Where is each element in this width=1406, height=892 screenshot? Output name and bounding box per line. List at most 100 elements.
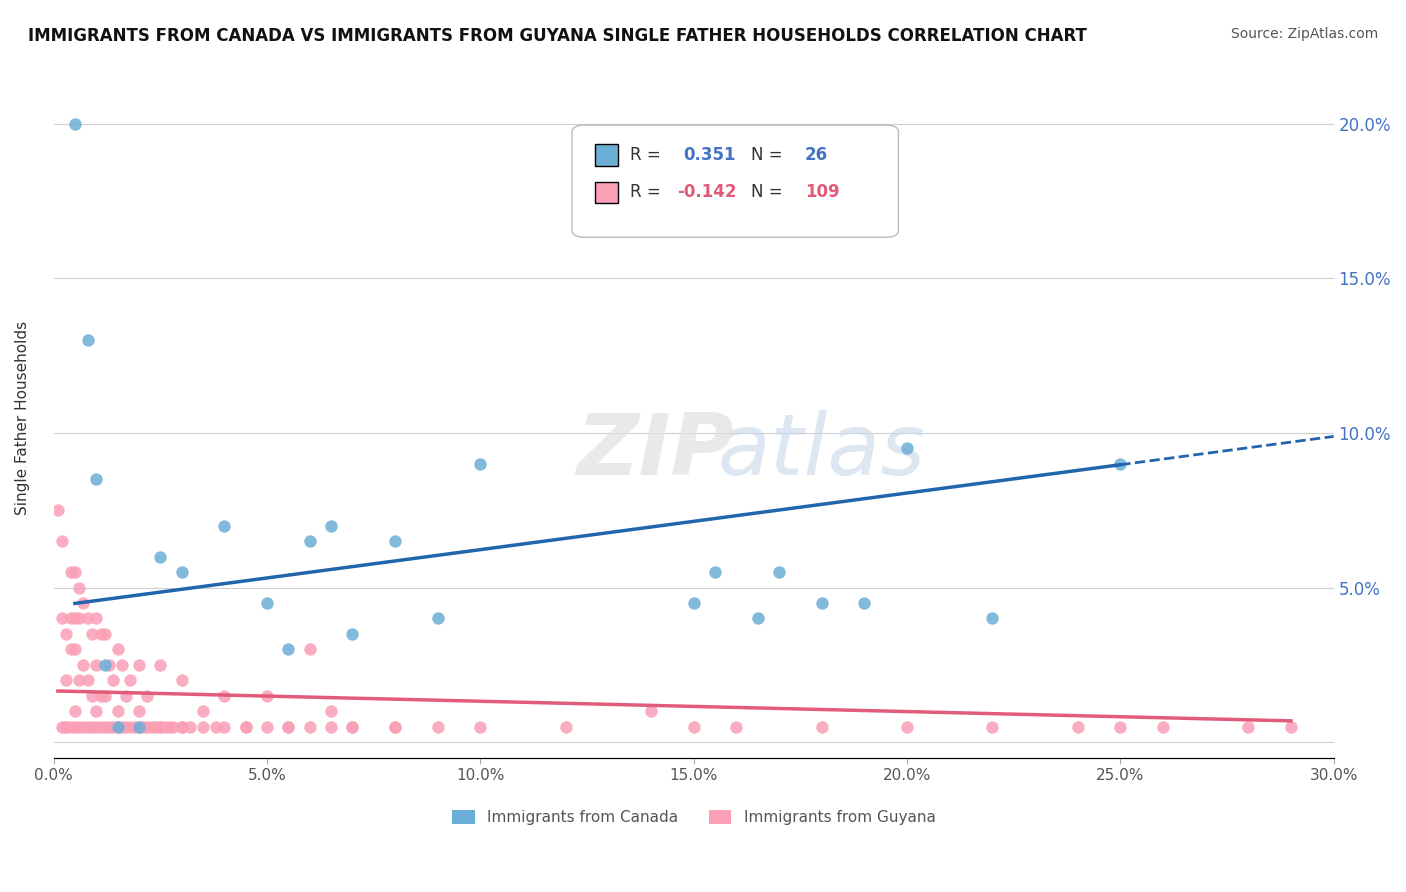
Point — [51, 611, 73, 625]
Point — [72, 657, 94, 672]
Point — [426, 611, 449, 625]
Point — [107, 704, 129, 718]
Point — [170, 720, 193, 734]
Point — [103, 720, 125, 734]
Point — [384, 534, 406, 549]
Point — [191, 704, 214, 718]
Text: 26: 26 — [806, 146, 828, 164]
Point — [1279, 720, 1302, 734]
Text: IMMIGRANTS FROM CANADA VS IMMIGRANTS FROM GUYANA SINGLE FATHER HOUSEHOLDS CORREL: IMMIGRANTS FROM CANADA VS IMMIGRANTS FRO… — [28, 27, 1087, 45]
Point — [162, 720, 184, 734]
Legend: Immigrants from Canada, Immigrants from Guyana: Immigrants from Canada, Immigrants from … — [446, 805, 942, 831]
Point — [94, 720, 117, 734]
Text: 109: 109 — [806, 184, 839, 202]
Point — [298, 534, 321, 549]
Point — [768, 565, 790, 579]
Point — [342, 720, 364, 734]
Point — [90, 720, 112, 734]
Point — [981, 611, 1004, 625]
Point — [136, 689, 159, 703]
Text: R =: R = — [630, 146, 661, 164]
Point — [80, 720, 103, 734]
Point — [90, 627, 112, 641]
Point — [1109, 720, 1132, 734]
Point — [426, 720, 449, 734]
Point — [115, 689, 138, 703]
Point — [153, 720, 176, 734]
Point — [1152, 720, 1174, 734]
Point — [149, 549, 172, 564]
Point — [55, 720, 77, 734]
Point — [59, 565, 82, 579]
Point — [214, 518, 236, 533]
Point — [76, 611, 98, 625]
FancyBboxPatch shape — [595, 145, 619, 166]
Point — [277, 720, 299, 734]
Point — [59, 611, 82, 625]
Point — [59, 720, 82, 734]
Point — [55, 627, 77, 641]
Point — [342, 720, 364, 734]
Text: 0.351: 0.351 — [683, 146, 735, 164]
Point — [84, 611, 107, 625]
Point — [157, 720, 180, 734]
Point — [810, 596, 832, 610]
Point — [235, 720, 257, 734]
Point — [725, 720, 748, 734]
Point — [67, 673, 90, 688]
Point — [554, 720, 576, 734]
Text: Source: ZipAtlas.com: Source: ZipAtlas.com — [1230, 27, 1378, 41]
Point — [981, 720, 1004, 734]
Point — [470, 720, 492, 734]
Y-axis label: Single Father Households: Single Father Households — [15, 320, 30, 515]
Point — [640, 704, 662, 718]
Point — [384, 720, 406, 734]
Point — [76, 720, 98, 734]
Text: atlas: atlas — [717, 410, 925, 493]
Point — [256, 689, 278, 703]
Point — [470, 457, 492, 471]
Point — [84, 657, 107, 672]
Point — [170, 720, 193, 734]
Point — [128, 704, 150, 718]
Point — [67, 611, 90, 625]
Point — [384, 720, 406, 734]
Point — [810, 720, 832, 734]
Point — [51, 534, 73, 549]
Point — [853, 596, 876, 610]
Point — [145, 720, 167, 734]
Point — [1109, 457, 1132, 471]
Point — [214, 720, 236, 734]
Point — [1066, 720, 1088, 734]
Point — [98, 720, 121, 734]
Point — [55, 673, 77, 688]
Point — [63, 704, 86, 718]
Point — [80, 689, 103, 703]
Point — [128, 657, 150, 672]
Point — [124, 720, 146, 734]
Point — [84, 704, 107, 718]
Point — [72, 720, 94, 734]
Text: R =: R = — [630, 184, 661, 202]
Point — [94, 627, 117, 641]
Point — [298, 720, 321, 734]
Point — [63, 642, 86, 657]
Text: ZIP: ZIP — [576, 410, 734, 493]
Point — [128, 720, 150, 734]
Point — [107, 720, 129, 734]
Point — [204, 720, 226, 734]
Point — [704, 565, 727, 579]
Point — [149, 657, 172, 672]
Point — [149, 720, 172, 734]
Point — [63, 611, 86, 625]
Point — [76, 333, 98, 347]
Point — [111, 720, 134, 734]
Point — [120, 673, 142, 688]
Point — [179, 720, 201, 734]
Point — [90, 689, 112, 703]
Point — [342, 627, 364, 641]
Point — [80, 627, 103, 641]
Point — [136, 720, 159, 734]
Text: -0.142: -0.142 — [676, 184, 737, 202]
Point — [141, 720, 163, 734]
